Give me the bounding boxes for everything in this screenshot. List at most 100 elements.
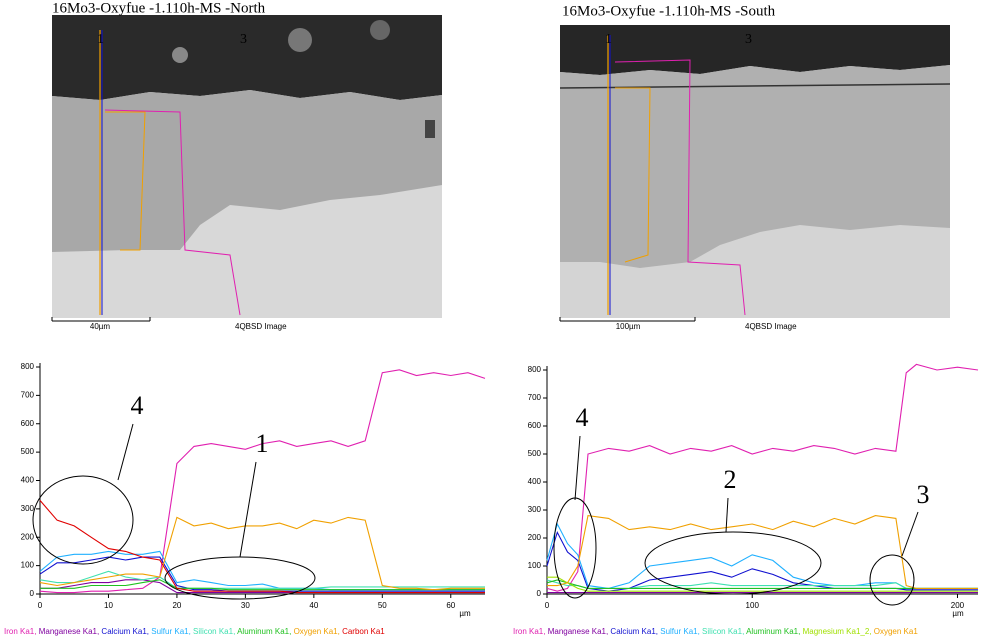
legend: Iron Ka1, Manganese Ka1, Calcium Ka1, Su… <box>513 627 918 636</box>
x-tick-label: 60 <box>446 601 455 610</box>
legend-separator: , <box>34 627 38 636</box>
series-line <box>546 579 978 589</box>
legend-separator: , <box>869 627 873 636</box>
y-tick-label: 800 <box>21 362 35 371</box>
annotation-ellipse <box>32 475 134 565</box>
sem-image <box>559 25 951 318</box>
x-axis-label: µm <box>952 609 964 618</box>
annotation-ellipse <box>644 531 822 595</box>
annotation: 4 <box>576 403 589 432</box>
y-tick-label: 600 <box>21 419 35 428</box>
legend-entry: Sulfur Ka1 <box>660 627 698 636</box>
image-marker: 3 <box>745 32 752 47</box>
legend-separator: , <box>233 627 237 636</box>
legend-entry: Aluminum Ka1 <box>237 627 290 636</box>
legend-separator: , <box>742 627 746 636</box>
series-line <box>546 530 978 592</box>
x-tick-label: 200 <box>951 601 965 610</box>
annotation-leader <box>239 461 257 558</box>
legend-entry: Oxygen Ka1 <box>294 627 339 636</box>
series-line <box>547 514 978 589</box>
detector-label: 4QBSD Image <box>235 322 287 331</box>
y-tick-label: 300 <box>528 505 542 514</box>
y-tick-label: 100 <box>21 561 35 570</box>
x-axis-label: µm <box>459 609 471 618</box>
legend-entry: Oxygen Ka1 <box>874 627 919 636</box>
annotation-ellipse <box>869 554 915 606</box>
legend-entry: Calcium Ka1 <box>610 627 656 636</box>
series-line <box>40 579 485 591</box>
legend-separator: , <box>338 627 342 636</box>
annotation: 1 <box>256 429 269 458</box>
series-line <box>546 363 979 592</box>
legend-separator: , <box>698 627 702 636</box>
x-tick-label: 100 <box>746 601 760 610</box>
legend-separator: , <box>289 627 293 636</box>
scale-label: 100µm <box>616 322 641 331</box>
annotation-leader <box>901 511 919 557</box>
legend-entry: Manganese Ka1 <box>548 627 607 636</box>
annotation: 3 <box>917 480 930 509</box>
legend-separator: , <box>798 627 802 636</box>
y-tick-label: 500 <box>528 449 542 458</box>
panel-title: 16Mo3-Oxyfue -1.110h-MS -South <box>562 3 776 19</box>
annotation-leader <box>725 497 729 533</box>
legend-entry: Magnesium Ka1_2 <box>803 627 870 636</box>
scale-label: 40µm <box>90 322 111 331</box>
y-tick-label: 300 <box>21 504 35 513</box>
legend-entry: Silicon Ka1 <box>702 627 743 636</box>
image-marker: 1 <box>97 32 104 47</box>
legend-entry: Carbon Ka1 <box>342 627 385 636</box>
legend-entry: Sulfur Ka1 <box>151 627 189 636</box>
series-line <box>39 369 486 594</box>
x-tick-label: 10 <box>104 601 113 610</box>
y-tick-label: 400 <box>528 477 542 486</box>
legend-separator: , <box>656 627 660 636</box>
y-tick-label: 600 <box>528 421 542 430</box>
x-tick-label: 0 <box>38 601 43 610</box>
y-tick-label: 400 <box>21 476 35 485</box>
x-tick-label: 20 <box>172 601 181 610</box>
legend-separator: , <box>97 627 101 636</box>
legend: Iron Ka1, Manganese Ka1, Calcium Ka1, Su… <box>4 627 385 636</box>
legend-separator: , <box>147 627 151 636</box>
legend-entry: Iron Ka1 <box>513 627 544 636</box>
legend-entry: Iron Ka1 <box>4 627 35 636</box>
legend-entry: Aluminum Ka1 <box>746 627 799 636</box>
y-tick-label: 200 <box>528 533 542 542</box>
series-line <box>39 516 485 591</box>
y-tick-label: 700 <box>21 390 35 399</box>
x-tick-label: 40 <box>309 601 318 610</box>
x-tick-label: 50 <box>378 601 387 610</box>
panel-title: 16Mo3-Oxyfue -1.110h-MS -North <box>52 0 266 16</box>
y-tick-label: 100 <box>528 561 542 570</box>
annotation: 2 <box>724 465 737 494</box>
image-marker: 3 <box>240 32 247 47</box>
legend-separator: , <box>189 627 193 636</box>
series-line <box>39 556 485 592</box>
annotation-leader <box>574 435 581 501</box>
y-tick-label: 700 <box>528 393 542 402</box>
y-tick-label: 800 <box>528 365 542 374</box>
x-tick-label: 0 <box>545 601 550 610</box>
legend-separator: , <box>606 627 610 636</box>
y-tick-label: 200 <box>21 532 35 541</box>
series-line <box>39 570 485 589</box>
detector-label: 4QBSD Image <box>745 322 797 331</box>
series-line <box>547 576 978 592</box>
sem-image <box>52 15 442 318</box>
x-tick-label: 30 <box>241 601 250 610</box>
legend-separator: , <box>543 627 547 636</box>
legend-entry: Manganese Ka1 <box>39 627 98 636</box>
annotation-ellipse <box>553 497 597 599</box>
y-tick-label: 0 <box>537 589 542 598</box>
series-line <box>39 500 485 594</box>
y-tick-label: 0 <box>30 589 35 598</box>
annotation: 4 <box>131 391 144 420</box>
legend-entry: Calcium Ka1 <box>101 627 147 636</box>
y-tick-label: 500 <box>21 447 35 456</box>
legend-entry: Silicon Ka1 <box>193 627 234 636</box>
annotation-leader <box>117 423 134 481</box>
